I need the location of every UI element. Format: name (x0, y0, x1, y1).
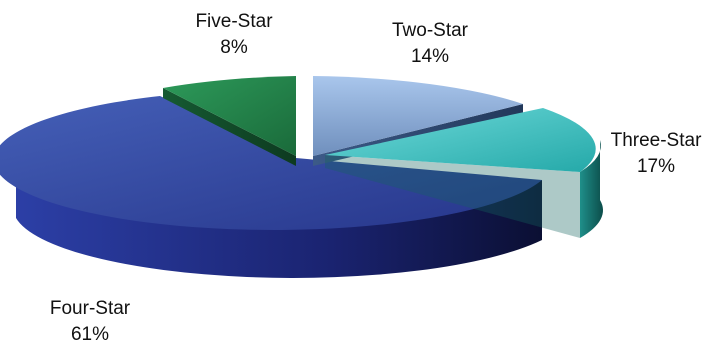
slice-five-star-top (163, 76, 296, 156)
slice-two-star-top (313, 76, 523, 156)
slice-three-star (325, 108, 603, 238)
slice-five-star-side (163, 88, 296, 166)
slice-three-star-side (580, 140, 603, 238)
slice-five-star (163, 76, 296, 166)
label-four-star-name: Four-Star (50, 298, 131, 319)
slice-four-star-top (0, 96, 542, 230)
label-two-star-value: 14% (411, 46, 449, 67)
label-four-star-value: 61% (71, 324, 109, 345)
label-two-star-name: Two-Star (392, 20, 469, 41)
label-three-star-name: Three-Star (611, 130, 702, 151)
slice-three-star-front (325, 155, 580, 238)
label-three-star-value: 17% (637, 156, 675, 177)
label-five-star-name: Five-Star (195, 11, 273, 32)
slice-four-star (0, 96, 542, 278)
slice-three-star-top (325, 108, 596, 172)
label-five-star-value: 8% (220, 37, 248, 58)
